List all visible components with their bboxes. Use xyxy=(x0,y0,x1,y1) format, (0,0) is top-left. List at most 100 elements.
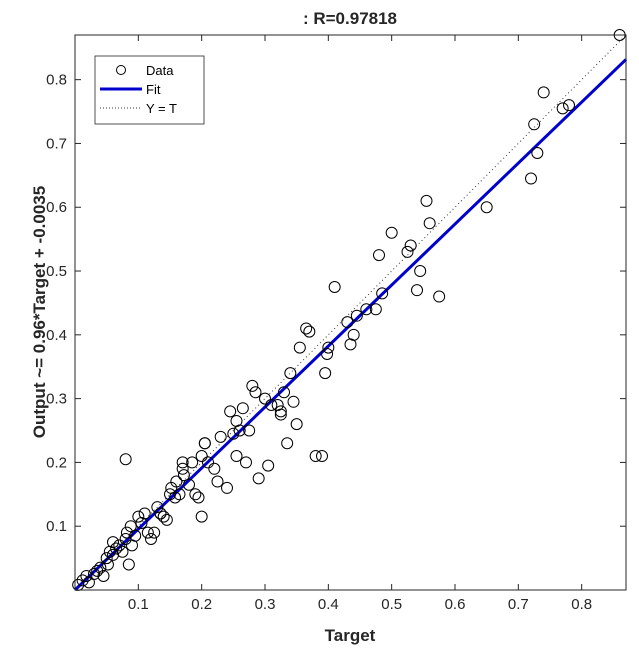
data-point xyxy=(252,472,265,485)
data-point xyxy=(243,424,256,437)
data-point xyxy=(480,201,493,214)
data-point xyxy=(176,462,189,475)
data-point xyxy=(423,217,436,230)
data-point xyxy=(537,86,550,99)
y-tick-label: 0.2 xyxy=(46,454,67,471)
legend-data-marker xyxy=(116,65,126,75)
data-point xyxy=(221,481,233,494)
plot-area xyxy=(75,35,626,590)
data-point xyxy=(401,245,414,258)
y-axis-label: Output ~= 0.96*Target + -0.0035 xyxy=(30,186,49,438)
data-point xyxy=(563,99,575,112)
data-point xyxy=(414,265,427,278)
data-point xyxy=(189,488,202,501)
y-tick-label: 0.8 xyxy=(46,72,67,89)
y-tick-label: 0.3 xyxy=(46,391,67,408)
data-point xyxy=(531,147,544,160)
legend: Data Fit Y = T xyxy=(94,55,205,125)
data-point xyxy=(120,526,133,539)
data-point xyxy=(94,561,107,574)
data-point xyxy=(195,510,208,523)
chart-title: : R=0.97818 xyxy=(303,9,397,28)
data-point xyxy=(321,347,334,360)
data-point xyxy=(177,469,190,482)
legend-data-label: Data xyxy=(146,63,174,78)
legend-fit-label: Fit xyxy=(146,82,161,97)
data-point xyxy=(230,414,243,427)
data-point xyxy=(240,456,252,469)
data-point xyxy=(211,475,224,488)
fit-line xyxy=(73,58,628,592)
data-point xyxy=(293,341,306,354)
data-point xyxy=(525,172,537,185)
data-point xyxy=(303,325,316,338)
x-tick-label: 0.1 xyxy=(128,596,149,613)
data-point xyxy=(528,118,541,131)
data-point xyxy=(97,569,110,582)
data-point xyxy=(309,450,322,463)
data-point xyxy=(350,309,363,322)
data-point xyxy=(100,552,113,565)
data-point xyxy=(124,520,137,533)
data-point xyxy=(360,303,373,316)
data-point xyxy=(192,491,205,504)
data-point xyxy=(141,526,154,539)
data-point xyxy=(369,303,382,316)
data-point xyxy=(347,328,360,341)
plot-area-border xyxy=(74,34,627,591)
data-point xyxy=(186,456,199,469)
data-point xyxy=(373,249,385,262)
data-point xyxy=(76,574,89,587)
data-point xyxy=(208,462,221,475)
legend-identity-label: Y = T xyxy=(146,101,177,116)
x-tick-label: 0.7 xyxy=(508,596,529,613)
data-point xyxy=(328,280,341,293)
data-point xyxy=(265,399,278,411)
x-axis-label: Target xyxy=(325,626,376,645)
data-point xyxy=(176,456,189,469)
data-point xyxy=(214,430,227,443)
data-point xyxy=(236,402,249,415)
data-point xyxy=(173,488,186,501)
data-point xyxy=(160,513,173,526)
data-point xyxy=(284,367,297,380)
data-point xyxy=(433,290,446,303)
data-point xyxy=(319,367,332,380)
x-tick-label: 0.5 xyxy=(381,596,402,613)
data-point xyxy=(138,507,151,520)
data-point xyxy=(287,395,300,408)
data-point xyxy=(404,239,417,252)
data-point xyxy=(227,427,240,440)
data-point xyxy=(148,526,161,539)
data-point xyxy=(316,450,328,463)
data-point xyxy=(290,418,303,431)
data-point xyxy=(249,386,262,399)
data-point xyxy=(169,491,182,504)
data-point xyxy=(300,322,313,335)
x-tick-label: 0.8 xyxy=(571,596,592,613)
data-point xyxy=(101,558,114,571)
data-point xyxy=(88,568,100,581)
x-tick-label: 0.6 xyxy=(445,596,466,613)
data-point xyxy=(385,226,398,239)
data-point xyxy=(281,437,294,450)
data-point xyxy=(322,341,335,354)
x-tick-label: 0.2 xyxy=(191,596,212,613)
data-point xyxy=(129,529,142,542)
data-point xyxy=(107,536,119,549)
data-point xyxy=(274,408,287,421)
data-point xyxy=(154,507,167,520)
data-point xyxy=(132,510,145,523)
data-point xyxy=(262,459,275,472)
x-tick-label: 0.4 xyxy=(318,596,339,613)
data-point xyxy=(198,437,211,450)
data-marks xyxy=(72,29,628,592)
y-tick-label: 0.7 xyxy=(46,135,67,152)
data-point xyxy=(376,287,389,300)
data-point xyxy=(224,405,237,418)
data-point xyxy=(119,453,132,466)
data-point xyxy=(122,558,135,571)
y-tick-label: 0.1 xyxy=(46,518,67,535)
y-tick-label: 0.5 xyxy=(46,263,67,280)
